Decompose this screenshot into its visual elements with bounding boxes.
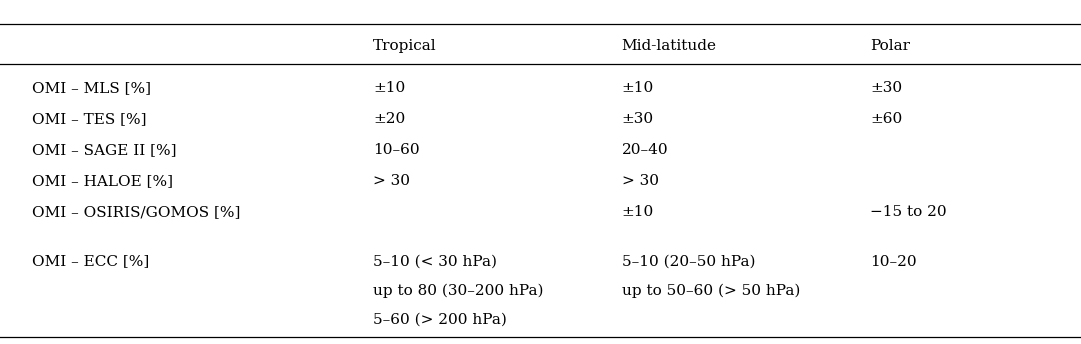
Text: OMI – MLS [%]: OMI – MLS [%] [32,81,151,95]
Text: 5–10 (< 30 hPa): 5–10 (< 30 hPa) [373,255,497,269]
Text: Mid-latitude: Mid-latitude [622,40,717,53]
Text: 5–60 (> 200 hPa): 5–60 (> 200 hPa) [373,313,507,327]
Text: ±10: ±10 [622,205,654,219]
Text: ±30: ±30 [870,81,903,95]
Text: ±10: ±10 [622,81,654,95]
Text: OMI – HALOE [%]: OMI – HALOE [%] [32,174,173,188]
Text: 20–40: 20–40 [622,143,668,157]
Text: −15 to 20: −15 to 20 [870,205,947,219]
Text: OMI – TES [%]: OMI – TES [%] [32,112,147,126]
Text: OMI – OSIRIS/GOMOS [%]: OMI – OSIRIS/GOMOS [%] [32,205,241,219]
Text: up to 50–60 (> 50 hPa): up to 50–60 (> 50 hPa) [622,284,800,298]
Text: > 30: > 30 [373,174,410,188]
Text: ±10: ±10 [373,81,405,95]
Text: 10–20: 10–20 [870,255,917,269]
Text: ±20: ±20 [373,112,405,126]
Text: Polar: Polar [870,40,910,53]
Text: 5–10 (20–50 hPa): 5–10 (20–50 hPa) [622,255,755,269]
Text: OMI – ECC [%]: OMI – ECC [%] [32,255,149,269]
Text: up to 80 (30–200 hPa): up to 80 (30–200 hPa) [373,284,544,298]
Text: > 30: > 30 [622,174,658,188]
Text: Tropical: Tropical [373,40,437,53]
Text: ±60: ±60 [870,112,903,126]
Text: ±30: ±30 [622,112,654,126]
Text: 10–60: 10–60 [373,143,419,157]
Text: OMI – SAGE II [%]: OMI – SAGE II [%] [32,143,177,157]
